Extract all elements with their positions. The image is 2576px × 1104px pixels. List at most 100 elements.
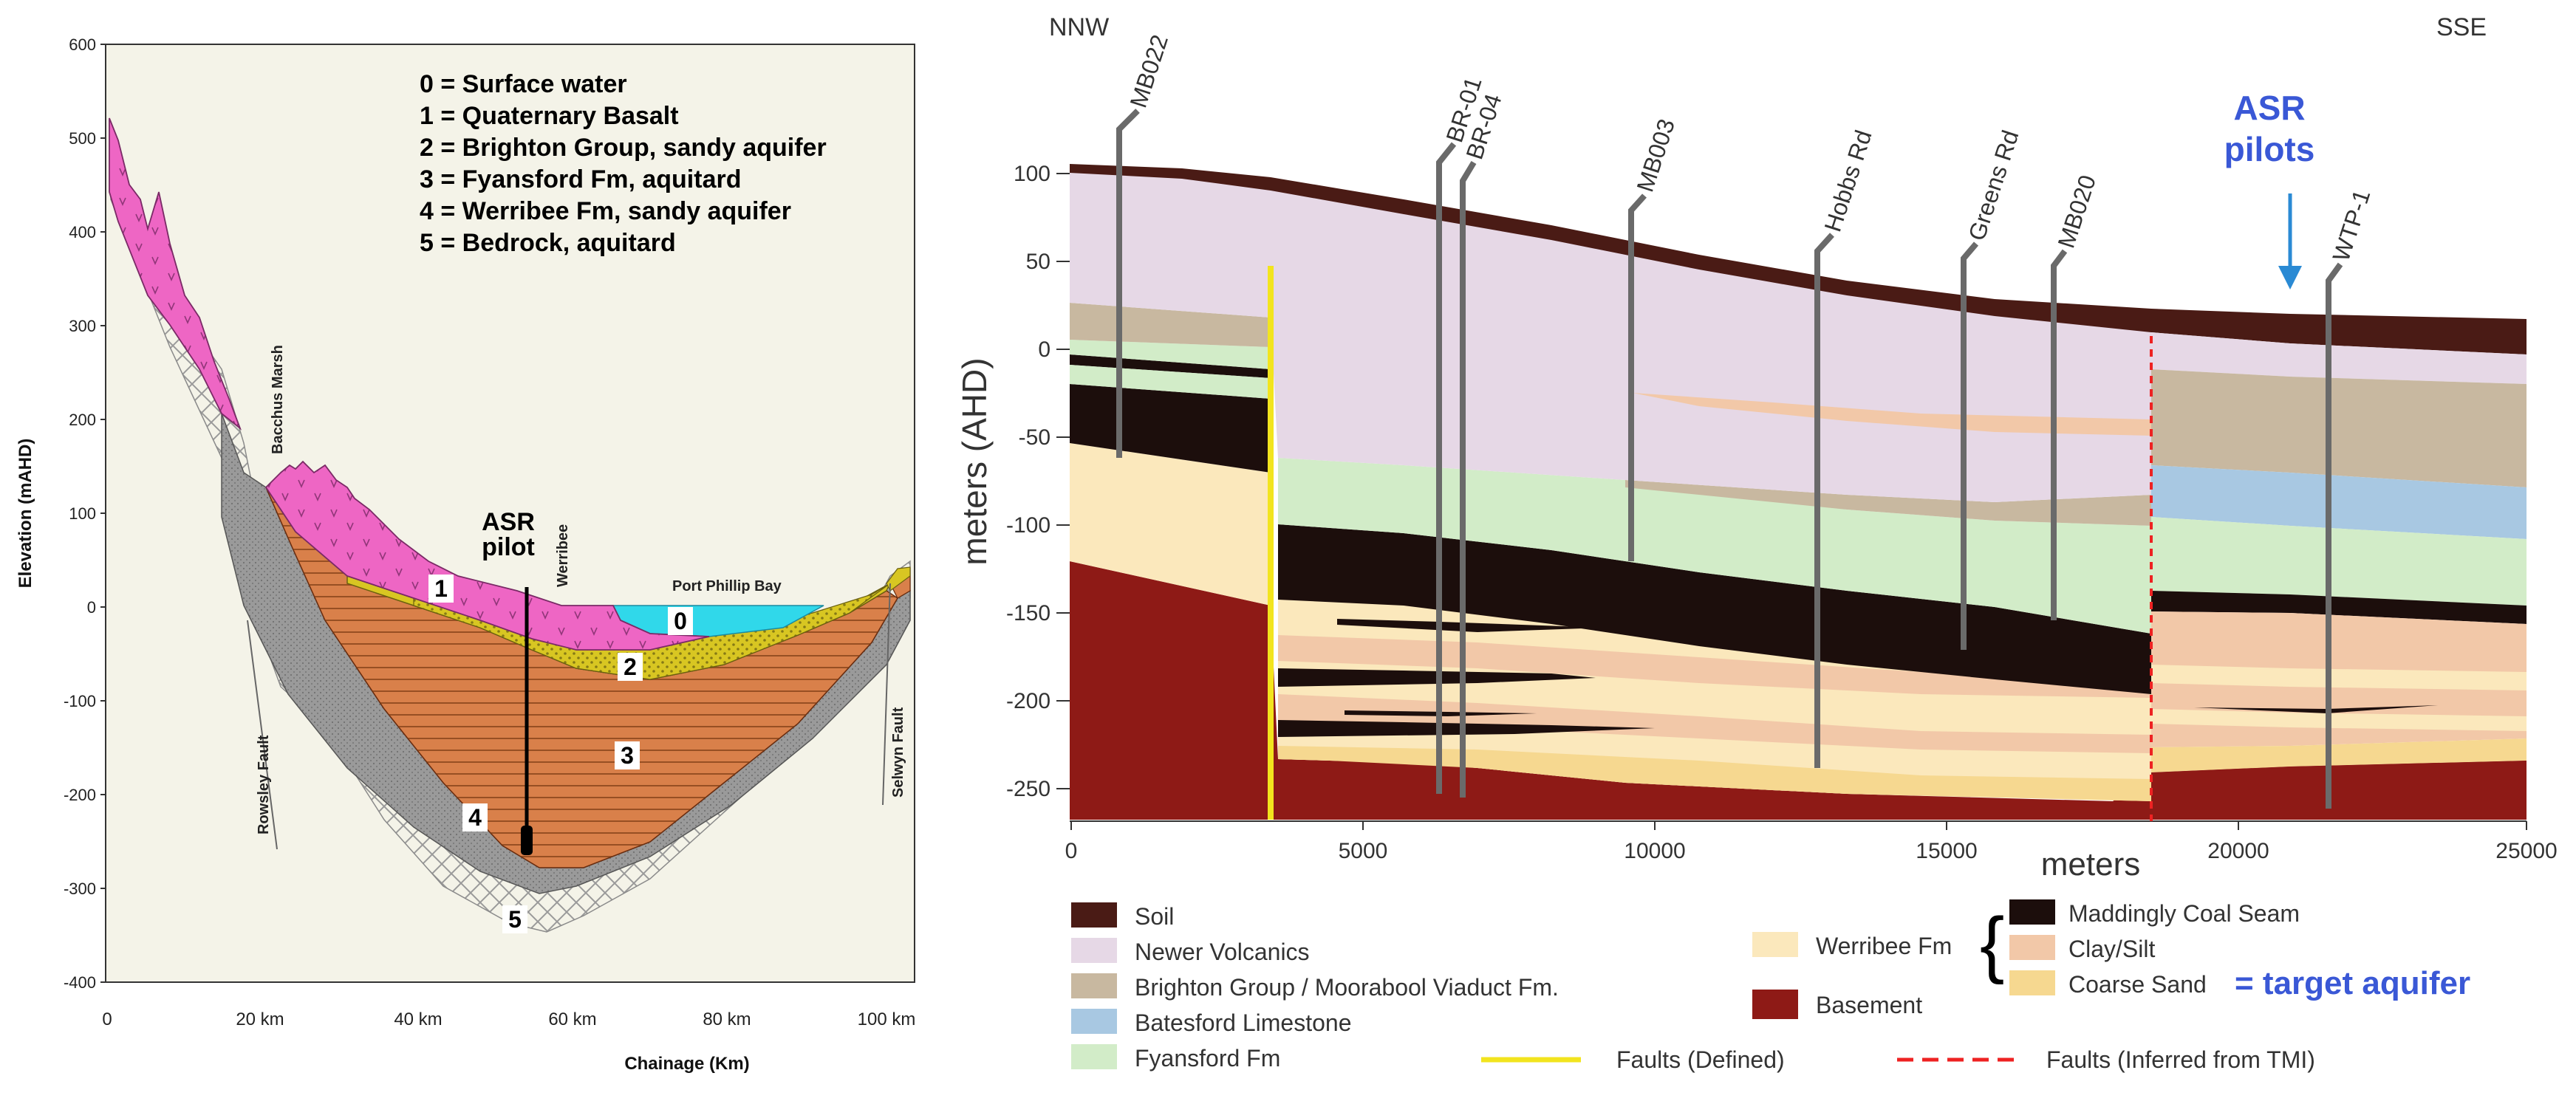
well-label-mb020: MB020 <box>2052 172 2101 252</box>
asr-pilots-line1: ASR <box>2233 89 2305 127</box>
rowsley-fault-line <box>247 620 278 850</box>
unit-number-0: 0 <box>674 608 687 634</box>
right-x-axis-label: meters <box>2041 846 2140 882</box>
legend-basement: Basement <box>1816 992 1922 1018</box>
layer-soil <box>1070 164 2527 354</box>
left-y-ticks: 600 500 400 300 200 100 0 -100 -200 -300… <box>64 35 96 992</box>
legend-faults-defined: Faults (Defined) <box>1616 1046 1785 1073</box>
legend-coal: Maddingly Coal Seam <box>2068 900 2300 927</box>
left-x-ticks: 0 20 km 40 km 60 km 80 km 100 km <box>102 1009 915 1029</box>
left-y-tick: -200 <box>64 786 96 804</box>
legend-newer-volcanics: Newer Volcanics <box>1135 939 1310 965</box>
asr-pilots-arrow-head <box>2278 266 2302 289</box>
well-mb020 <box>2051 249 2068 620</box>
right-legend: Soil Newer Volcanics Brighton Group / Mo… <box>1071 899 2470 1073</box>
left-x-tick: 80 km <box>703 1009 751 1029</box>
right-x-tick: 25000 <box>2495 839 2557 863</box>
well-greens <box>1961 241 1979 650</box>
left-y-tick: 500 <box>69 129 96 148</box>
left-x-tick: 0 <box>102 1009 112 1029</box>
right-x-tick: 15000 <box>1916 839 1977 863</box>
left-y-tick: 200 <box>69 411 96 429</box>
right-y-tick: 0 <box>1038 337 1050 362</box>
asr-pilots-line2: pilots <box>2224 130 2315 168</box>
direction-nnw: NNW <box>1049 13 1109 41</box>
left-y-tick: -400 <box>64 973 96 992</box>
layer-brighton-east <box>2151 369 2527 487</box>
right-cross-section: MB022 BR-01 BR-04 MB003 Hobbs Rd Greens … <box>955 13 2558 1073</box>
legend-item-4: 4 = Werribee Fm, sandy aquifer <box>420 197 791 225</box>
layer-fyansford-east <box>2151 517 2527 606</box>
port-phillip-bay-label: Port Phillip Bay <box>672 578 782 594</box>
unit-number-2: 2 <box>623 654 637 680</box>
legend-werribee: Werribee Fm <box>1816 933 1952 959</box>
right-y-ticks: 100 50 0 -50 -100 -150 -200 -250 <box>1006 162 1050 801</box>
left-x-axis-label: Chainage (Km) <box>624 1054 749 1074</box>
legend-faults-inferred: Faults (Inferred from TMI) <box>2046 1046 2315 1073</box>
right-y-tick: -250 <box>1006 777 1050 801</box>
left-x-tick: 40 km <box>394 1009 442 1029</box>
right-y-tick: 50 <box>1026 250 1050 274</box>
legend-clay: Clay/Silt <box>2068 936 2155 962</box>
selwyn-fault-label: Selwyn Fault <box>890 707 906 798</box>
left-legend: 0 = Surface water 1 = Quaternary Basalt … <box>420 70 827 257</box>
legend-brace: { <box>1980 902 2004 985</box>
left-cross-section: 600 500 400 300 200 100 0 -100 -200 -300… <box>0 0 938 1100</box>
direction-sse: SSE <box>2436 13 2487 41</box>
right-y-tick: 100 <box>1014 162 1050 186</box>
left-x-tick: 20 km <box>236 1009 284 1029</box>
legend-batesford: Batesford Limestone <box>1135 1009 1352 1036</box>
well-mb022 <box>1116 109 1140 458</box>
unit-number-3: 3 <box>621 742 634 769</box>
legend-item-5: 5 = Bedrock, aquitard <box>420 229 676 257</box>
well-label-mb003: MB003 <box>1631 116 1680 196</box>
layer-maddingly-coal <box>1278 524 2151 694</box>
rowsley-fault-label: Rowsley Fault <box>256 735 272 834</box>
legend-soil: Soil <box>1135 903 1174 930</box>
right-x-tick: 5000 <box>1339 839 1388 863</box>
legend-fyansford: Fyansford Fm <box>1135 1045 1280 1072</box>
left-y-tick: 400 <box>69 223 96 241</box>
well-label-mb022: MB022 <box>1124 32 1173 112</box>
unit-number-5: 5 <box>508 906 522 933</box>
asr-pilot-label-line1: ASR <box>482 508 535 536</box>
right-x-tick: 10000 <box>1624 839 1685 863</box>
left-y-tick: 0 <box>87 598 96 617</box>
legend-item-2: 2 = Brighton Group, sandy aquifer <box>420 134 827 162</box>
wells <box>1116 109 2343 809</box>
well-label-greens: Greens Rd <box>1963 127 2023 244</box>
unit-number-4: 4 <box>468 804 482 831</box>
left-y-axis-label: Elevation (mAHD) <box>16 439 35 589</box>
left-y-tick: -100 <box>64 692 96 710</box>
layer-werribee-west <box>1070 443 1271 606</box>
left-x-tick: 100 km <box>858 1009 916 1029</box>
left-y-tick: 100 <box>69 504 96 523</box>
well-label-hobbs: Hobbs Rd <box>1819 127 1876 235</box>
left-y-tick: 600 <box>69 35 96 54</box>
werribee-label: Werribee <box>555 524 571 587</box>
right-x-tick: 0 <box>1065 839 1078 863</box>
legend-item-3: 3 = Fyansford Fm, aquitard <box>420 165 741 193</box>
layer-batesford <box>2151 465 2527 539</box>
unit-number-1: 1 <box>434 575 448 602</box>
left-x-tick: 60 km <box>548 1009 596 1029</box>
right-y-tick: -100 <box>1006 513 1050 538</box>
right-y-tick: -50 <box>1019 425 1050 450</box>
right-y-tick: -150 <box>1006 601 1050 625</box>
legend-item-1: 1 = Quaternary Basalt <box>420 102 679 130</box>
well-br04 <box>1460 160 1477 798</box>
well-hobbs <box>1814 233 1834 768</box>
right-x-ticks: 0 5000 10000 15000 20000 25000 <box>1065 839 2558 863</box>
right-y-tick: -200 <box>1006 689 1050 713</box>
well-label-wtp1: WTP-1 <box>2327 186 2375 264</box>
asr-pilot-screen <box>521 826 533 855</box>
selwyn-fault-line <box>882 583 891 806</box>
legend-brighton: Brighton Group / Moorabool Viaduct Fm. <box>1135 974 1559 1001</box>
bacchus-marsh-label: Bacchus Marsh <box>270 345 286 454</box>
legend-item-0: 0 = Surface water <box>420 70 627 98</box>
well-mb003 <box>1628 193 1647 561</box>
layer-fyansford-main <box>1278 458 2151 634</box>
right-x-tick: 20000 <box>2207 839 2269 863</box>
asr-pilot-label-line2: pilot <box>482 533 535 561</box>
